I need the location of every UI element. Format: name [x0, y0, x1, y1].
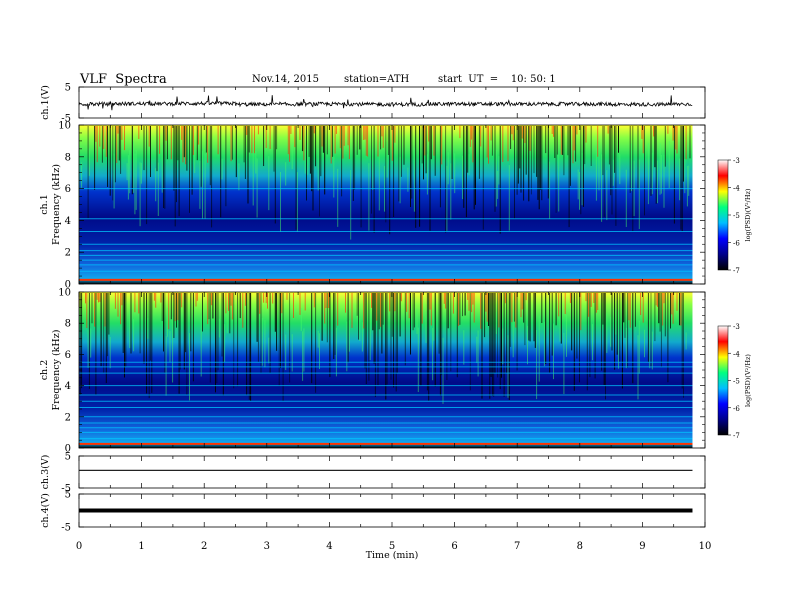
- y-tick-label: 2: [65, 248, 71, 259]
- x-tick-label: 0: [76, 541, 82, 552]
- y-tick-label: 4: [65, 381, 71, 392]
- colorbar-tick-label: -7: [733, 432, 740, 440]
- date-label: Nov.14, 2015: [252, 74, 319, 85]
- x-axis-label: Time (min): [366, 550, 419, 561]
- start-time-label: start UT = 10: 50: 1: [438, 74, 556, 85]
- y-axis-label: ch.1: [39, 194, 50, 215]
- y-axis-label: Frequency (kHz): [51, 164, 62, 245]
- spec-background: [79, 125, 693, 284]
- y-tick-label: 8: [65, 319, 71, 330]
- colorbar-tick-label: -5: [733, 378, 740, 386]
- colorbar-tick-label: -3: [733, 323, 740, 331]
- x-tick-label: 10: [699, 541, 712, 552]
- x-tick-label: 3: [264, 541, 270, 552]
- y-tick-label: 5: [65, 83, 71, 94]
- y-tick-label: 10: [58, 121, 71, 132]
- colorbar-tick-label: -6: [733, 240, 740, 248]
- spectrogram-ch2spec2: [78, 292, 693, 448]
- spectrogram-layer: [78, 125, 729, 448]
- x-tick-label: 6: [451, 541, 457, 552]
- x-tick-label: 4: [326, 541, 332, 552]
- x-tick-label: 1: [138, 541, 144, 552]
- y-axis-label: ch.4(V): [40, 493, 51, 528]
- y-axis-label: ch.2: [39, 360, 50, 381]
- station-label: station=ATH: [344, 74, 410, 85]
- y-tick-label: 5: [65, 452, 71, 463]
- trace-layer: [78, 95, 693, 513]
- colorbar-tick-label: -4: [733, 185, 740, 193]
- y-tick-label: 2: [65, 412, 71, 423]
- y-tick-label: 0: [65, 444, 71, 455]
- colorbar-ch2spec: [717, 159, 729, 271]
- y-tick-label: 6: [65, 350, 71, 361]
- y-tick-label: 0: [65, 280, 71, 291]
- y-tick-label: 4: [65, 216, 71, 227]
- colorbar-label: log(PSD)(V²/Hz): [744, 354, 752, 407]
- y-axis-label: ch.3(V): [40, 455, 51, 490]
- colorbar-ch2spec2: [717, 325, 729, 436]
- colorbar-tick-label: -5: [733, 212, 740, 220]
- ch1-trace: [78, 95, 693, 111]
- y-tick-label: -5: [61, 523, 71, 534]
- x-tick-label: 8: [577, 541, 583, 552]
- x-tick-label: 7: [514, 541, 520, 552]
- colorbar-tick-label: -4: [733, 350, 740, 358]
- y-axis-label: Frequency (kHz): [51, 330, 62, 411]
- x-tick-label: 2: [201, 541, 207, 552]
- x-tick-label: 5: [389, 541, 395, 552]
- y-tick-label: 6: [65, 184, 71, 195]
- colorbar-tick-label: -3: [733, 157, 740, 165]
- colorbar-tick-label: -7: [733, 267, 740, 275]
- axes-layer: [78, 86, 731, 528]
- y-tick-label: 8: [65, 152, 71, 163]
- colorbar-label: log(PSD)(V²/Hz): [744, 188, 752, 241]
- x-tick-label: 9: [639, 541, 645, 552]
- y-tick-label: -5: [61, 484, 71, 495]
- colorbar-tick-label: -6: [733, 405, 740, 413]
- figure-title: VLF Spectra: [80, 72, 167, 87]
- y-tick-label: -5: [61, 114, 71, 125]
- y-tick-label: 10: [58, 288, 71, 299]
- spectrogram-ch2spec: [78, 125, 693, 284]
- y-axis-label: ch.1(V): [40, 85, 51, 120]
- y-tick-label: 5: [65, 490, 71, 501]
- spec-low-band: [79, 278, 693, 281]
- spec-low-band: [79, 442, 693, 445]
